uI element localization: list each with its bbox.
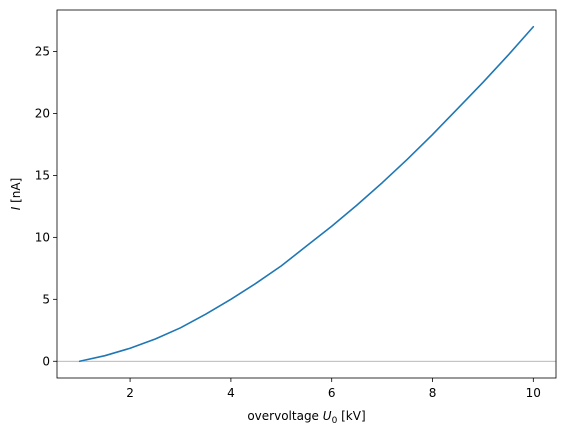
- x-axis-label: overvoltage U0 [kV]: [247, 409, 365, 426]
- y-tick-label: 25: [35, 45, 50, 59]
- y-tick-label: 5: [42, 292, 50, 306]
- y-axis-label: I [nA]: [9, 178, 23, 211]
- y-tick-label: 20: [35, 106, 50, 120]
- y-tick-label: 15: [35, 168, 50, 182]
- x-tick-label: 4: [227, 386, 235, 400]
- y-tick-label: 0: [42, 354, 50, 368]
- y-axis: 0 5 10 15 20 25: [35, 45, 57, 368]
- x-tick-label: 2: [126, 386, 134, 400]
- x-tick-label: 6: [328, 386, 336, 400]
- x-tick-label: 8: [429, 386, 437, 400]
- x-tick-label: 10: [526, 386, 541, 400]
- plot-frame: [56, 9, 557, 379]
- y-tick-label: 10: [35, 230, 50, 244]
- x-axis: 2 4 6 8 10: [126, 378, 541, 400]
- series-line-0: [78, 25, 535, 363]
